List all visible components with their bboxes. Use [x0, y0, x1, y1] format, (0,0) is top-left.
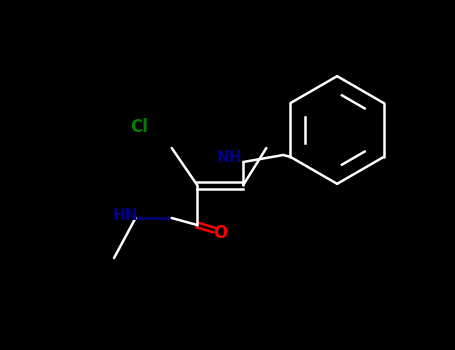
Text: NH: NH — [217, 149, 242, 164]
Text: Cl: Cl — [130, 118, 147, 136]
Text: HN: HN — [113, 208, 138, 223]
Text: O: O — [213, 224, 228, 242]
